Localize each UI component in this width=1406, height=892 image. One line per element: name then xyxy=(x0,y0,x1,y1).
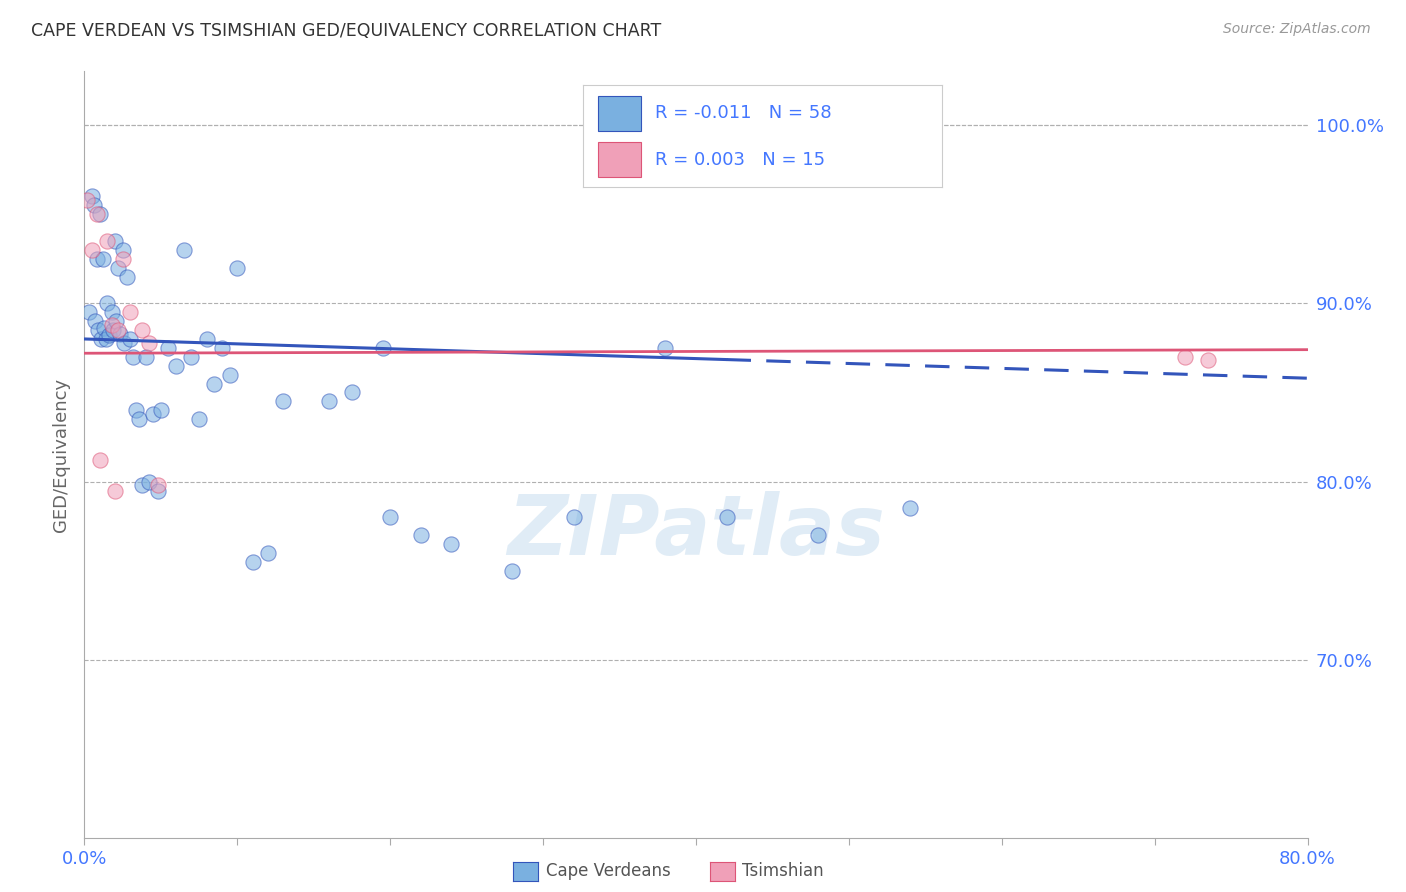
Point xyxy=(125,403,148,417)
Point xyxy=(97,328,120,343)
Point xyxy=(122,350,145,364)
Point xyxy=(94,332,117,346)
Point xyxy=(157,341,180,355)
Point xyxy=(173,243,195,257)
Point xyxy=(96,296,118,310)
Point xyxy=(90,332,112,346)
Point xyxy=(87,323,110,337)
Text: ZIPatlas: ZIPatlas xyxy=(508,491,884,572)
Point xyxy=(807,528,830,542)
Point xyxy=(103,323,125,337)
Point xyxy=(131,478,153,492)
Point xyxy=(146,483,169,498)
Point xyxy=(146,478,169,492)
Point xyxy=(180,350,202,364)
Point xyxy=(131,323,153,337)
Point xyxy=(226,260,249,275)
Point xyxy=(257,546,280,560)
Point xyxy=(1197,353,1219,368)
Point xyxy=(138,475,160,489)
Point xyxy=(149,403,172,417)
Point xyxy=(211,341,233,355)
Point xyxy=(76,193,98,207)
Point xyxy=(188,412,211,426)
Point xyxy=(165,359,187,373)
Point xyxy=(654,341,676,355)
Point xyxy=(107,323,129,337)
Point xyxy=(104,483,127,498)
Y-axis label: GED/Equivalency: GED/Equivalency xyxy=(52,378,70,532)
Point xyxy=(89,207,111,221)
Point xyxy=(1174,350,1197,364)
Point xyxy=(120,332,142,346)
Point xyxy=(112,335,135,350)
Point xyxy=(195,332,218,346)
Point xyxy=(716,510,738,524)
Text: Cape Verdeans: Cape Verdeans xyxy=(546,863,671,880)
Point xyxy=(86,252,108,266)
Point xyxy=(502,564,524,578)
Point xyxy=(371,341,394,355)
Bar xyxy=(598,96,641,131)
Point xyxy=(242,555,264,569)
Point xyxy=(101,305,124,319)
Point xyxy=(271,394,294,409)
Point xyxy=(380,510,402,524)
Point xyxy=(128,412,150,426)
Text: CAPE VERDEAN VS TSIMSHIAN GED/EQUIVALENCY CORRELATION CHART: CAPE VERDEAN VS TSIMSHIAN GED/EQUIVALENC… xyxy=(31,22,661,40)
Point xyxy=(107,260,129,275)
Point xyxy=(135,350,157,364)
Point xyxy=(120,305,142,319)
Point xyxy=(77,305,100,319)
Text: Source: ZipAtlas.com: Source: ZipAtlas.com xyxy=(1223,22,1371,37)
Point xyxy=(104,234,127,248)
Point xyxy=(218,368,240,382)
Point xyxy=(96,234,118,248)
Point xyxy=(142,407,165,421)
Point xyxy=(84,314,107,328)
Point xyxy=(93,321,115,335)
Point xyxy=(562,510,585,524)
Point xyxy=(440,537,463,551)
Point xyxy=(91,252,114,266)
Point xyxy=(202,376,225,391)
Point xyxy=(318,394,340,409)
Point xyxy=(80,243,103,257)
Point xyxy=(108,326,131,341)
Point xyxy=(111,252,134,266)
Text: R = 0.003   N = 15: R = 0.003 N = 15 xyxy=(655,151,825,169)
Point xyxy=(83,198,105,212)
Point xyxy=(111,243,134,257)
Point xyxy=(115,269,138,284)
Bar xyxy=(598,142,641,177)
Point xyxy=(340,385,363,400)
Text: Tsimshian: Tsimshian xyxy=(742,863,824,880)
Text: R = -0.011   N = 58: R = -0.011 N = 58 xyxy=(655,104,832,122)
Point xyxy=(80,189,103,203)
Point xyxy=(86,207,108,221)
Point xyxy=(409,528,432,542)
Point xyxy=(105,314,128,328)
Point xyxy=(898,501,921,516)
Point xyxy=(138,335,160,350)
Point xyxy=(101,318,124,332)
Point xyxy=(89,453,111,467)
